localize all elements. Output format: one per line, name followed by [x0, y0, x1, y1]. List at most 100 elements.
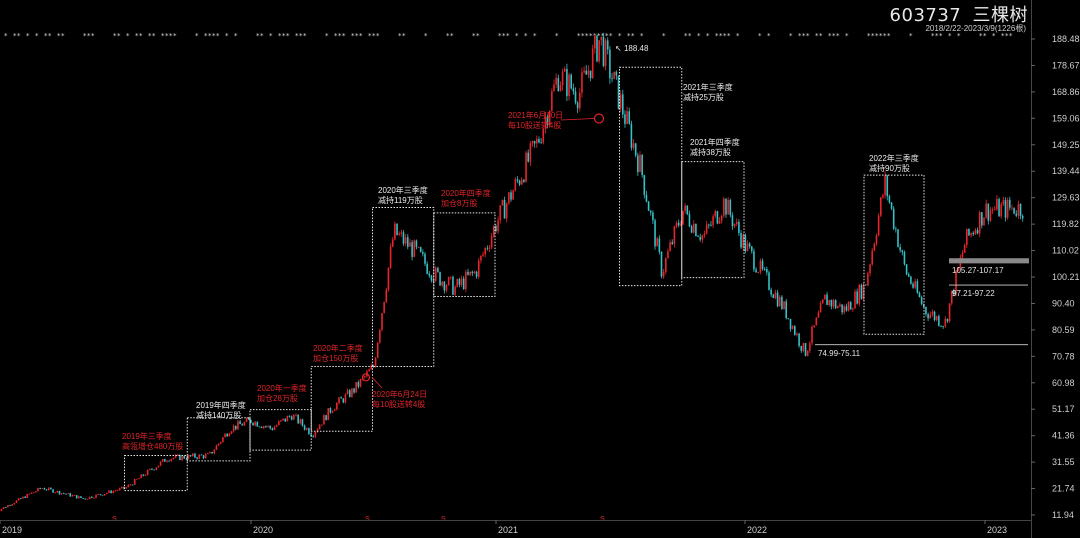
candle-body [972, 232, 975, 235]
candle-body [267, 425, 269, 427]
event-star-marker: * [83, 32, 87, 40]
candle-body [561, 71, 564, 86]
event-star-marker: * [424, 32, 428, 40]
candle-body [247, 418, 250, 420]
candle-body [647, 201, 650, 211]
x-tick-label: 2022 [747, 525, 767, 535]
candle-body [570, 74, 572, 89]
candle-body [572, 88, 575, 92]
candle-body [140, 474, 142, 479]
candle-body [60, 493, 63, 495]
candle-body [591, 48, 594, 78]
candle-body [54, 492, 56, 494]
event-star-marker: * [697, 32, 701, 40]
candle-body [331, 410, 334, 413]
candle-body [652, 212, 654, 221]
event-star-marker: * [169, 32, 173, 40]
candle-body [404, 237, 407, 244]
candle-body [794, 326, 796, 335]
candle-body [695, 223, 697, 237]
candle-body [271, 428, 274, 430]
candle-body [484, 247, 486, 255]
annotation-q2-2020: 2020年二季度 加仓150万股 [313, 344, 363, 364]
candle-body [817, 312, 820, 318]
candle-body [802, 343, 805, 351]
candle-body [355, 382, 357, 393]
candle-body [273, 426, 276, 430]
candle-body [213, 449, 216, 454]
candle-body [1000, 204, 1002, 217]
candle-body [101, 494, 104, 496]
candle-body [129, 484, 132, 486]
candle-body [673, 226, 676, 245]
candle-body [907, 274, 910, 277]
annotation-q3-2022-line2: 减持90万股 [869, 164, 910, 173]
candle-body [953, 290, 955, 295]
candle-body [164, 459, 166, 462]
event-star-marker: * [282, 32, 286, 40]
candle-body [217, 443, 220, 446]
candle-body [9, 505, 11, 506]
candle-body [983, 217, 985, 226]
annotation-q3-2020: 2020年三季度 减持119万股 [378, 186, 428, 206]
candle-body [7, 505, 9, 508]
y-tick-label: 129.63 [1052, 193, 1080, 203]
candle-body [278, 421, 280, 426]
event-star-marker: * [524, 32, 528, 40]
event-star-marker: * [798, 32, 802, 40]
candle-body [723, 198, 725, 216]
event-star-marker: * [342, 32, 346, 40]
event-star-marker: * [173, 32, 177, 40]
event-star-marker: * [806, 32, 810, 40]
candle-body [282, 418, 284, 421]
candle-body [828, 300, 830, 306]
candle-body [697, 236, 699, 237]
candle-body [325, 415, 327, 421]
candle-body [712, 216, 714, 226]
event-star-marker: * [195, 32, 199, 40]
candle-body [372, 365, 375, 368]
quarter-highlight-box [619, 66, 683, 287]
candle-body [845, 306, 848, 311]
event-star-marker: * [117, 32, 121, 40]
event-star-marker: * [1009, 32, 1013, 40]
candle-body [318, 425, 321, 430]
annotation-q3-2021: 2021年三季度 减持25万股 [683, 83, 733, 103]
candle-body [974, 229, 977, 235]
candle-body [548, 110, 551, 126]
candle-body [151, 468, 153, 470]
event-star-marker: * [334, 32, 338, 40]
candle-body [946, 318, 949, 322]
event-star-marker: * [269, 32, 273, 40]
candle-body [615, 71, 618, 76]
candle-body [495, 226, 497, 232]
candle-body [1021, 216, 1024, 219]
event-star-marker: * [139, 32, 143, 40]
event-star-marker: * [225, 32, 229, 40]
candle-body [551, 91, 553, 111]
candle-body [417, 247, 420, 248]
event-star-marker: * [260, 32, 264, 40]
candle-body [142, 474, 145, 476]
candle-body [658, 238, 661, 252]
candle-body [841, 304, 843, 313]
annotation-q3-2019-line1: 2019年三季度 [122, 432, 172, 441]
candle-body [675, 222, 678, 227]
event-star-marker: * [939, 32, 943, 40]
candle-body [733, 223, 736, 227]
dividend-marker-2021 [593, 113, 605, 124]
candle-body [303, 425, 306, 430]
annotation-q4-2021-line2: 减持38万股 [690, 148, 731, 157]
candle-body [944, 318, 947, 327]
y-tick-label: 178.67 [1052, 60, 1080, 70]
candle-body [439, 271, 441, 286]
candle-body [594, 35, 596, 49]
candle-body [748, 243, 751, 247]
candle-body [170, 458, 173, 462]
candle-body [789, 318, 792, 330]
event-star-marker: * [216, 32, 220, 40]
candle-body [112, 491, 115, 494]
y-axis-ticks: 11.94 21.74 31.55 41.36 51.17 60.98 70.78 80.59… [1031, 34, 1080, 520]
candle-body [854, 291, 856, 309]
candle-body [546, 116, 549, 126]
